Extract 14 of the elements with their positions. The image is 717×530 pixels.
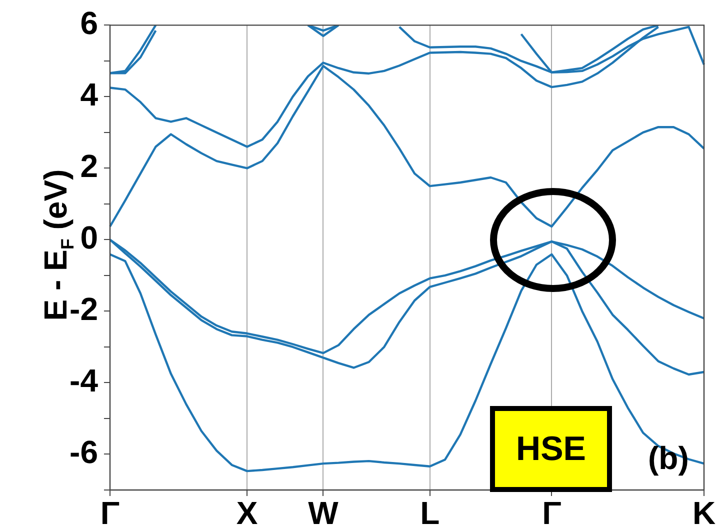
y-tick-label: 4 (80, 76, 98, 113)
x-tick-label: Γ (100, 495, 120, 530)
annotation: HSE (490, 406, 612, 492)
y-tick-label: 2 (80, 148, 98, 184)
x-tick-label: X (236, 495, 258, 530)
x-tick-label: W (308, 495, 340, 530)
y-tick-label: 0 (80, 220, 98, 256)
y-tick-label: -6 (70, 434, 98, 470)
x-tick-label: L (420, 495, 440, 530)
annotation: (b) (648, 440, 689, 477)
y-tick-label: 6 (80, 5, 98, 42)
y-tick-label: -4 (70, 362, 98, 399)
x-tick-label: Γ (542, 495, 562, 530)
x-tick-label: K (692, 495, 716, 530)
